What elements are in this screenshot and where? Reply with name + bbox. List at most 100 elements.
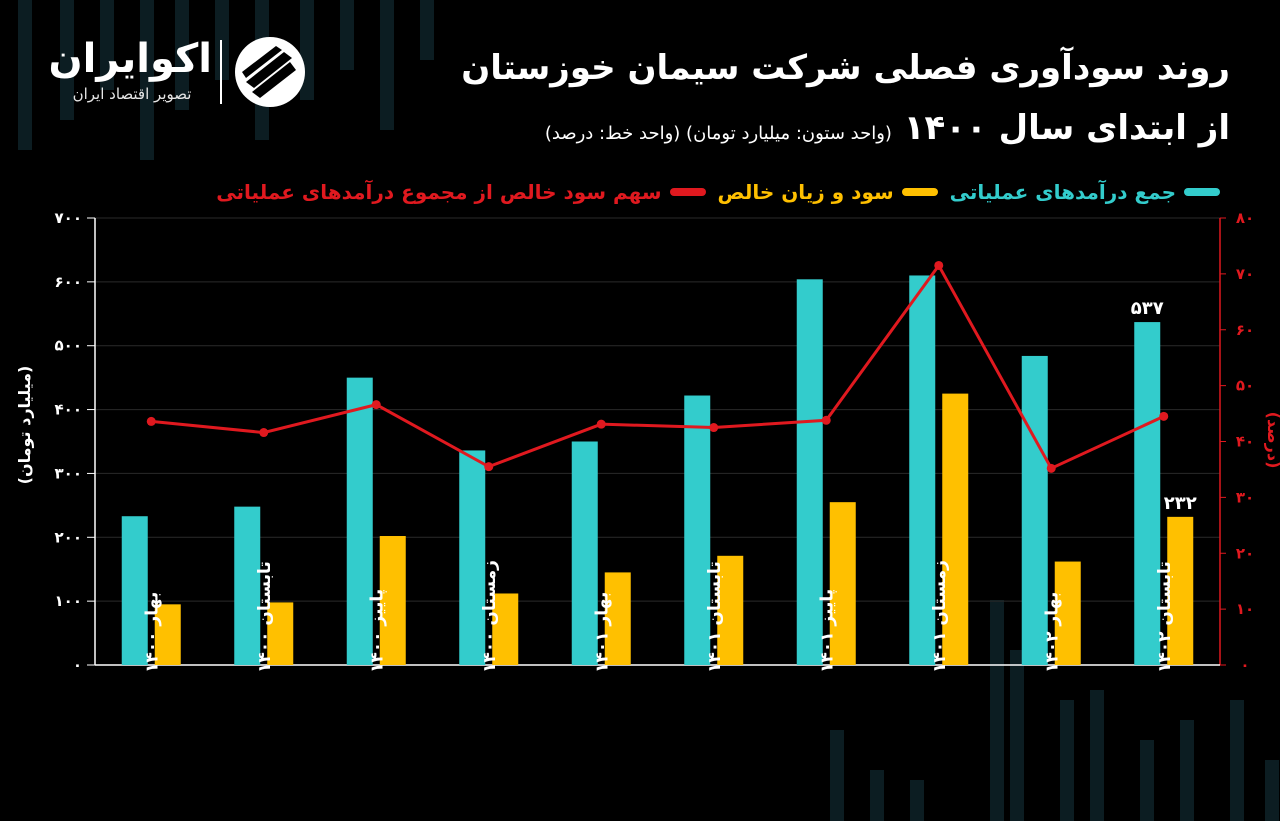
- y-tick-label: ۵۰۰: [55, 337, 82, 355]
- bg-candle: [870, 770, 884, 821]
- bar-net-profit: [379, 536, 406, 665]
- bar-revenue: [571, 441, 598, 665]
- bg-candle: [990, 600, 1004, 821]
- y-tick-label: ۲۰۰: [55, 528, 82, 546]
- x-tick-label: بهار ۱۴۰۰: [142, 592, 162, 673]
- legend-swatch-revenue: [1184, 188, 1220, 196]
- bg-candle: [340, 0, 354, 70]
- bar-net-profit: [154, 604, 181, 665]
- line-point: [596, 419, 606, 429]
- x-tick-label: بهار ۱۴۰۲: [1042, 592, 1062, 673]
- data-label: ۵۳۷: [1131, 298, 1164, 319]
- bar-revenue: [459, 450, 486, 665]
- bg-candle: [215, 0, 229, 80]
- y2-tick-label: ۸۰: [1236, 209, 1254, 227]
- x-tick-label: بهار ۱۴۰۱: [592, 592, 612, 673]
- y2-tick-label: ۶۰: [1236, 321, 1254, 339]
- y-tick-label: ۴۰۰: [55, 401, 82, 419]
- x-tick-label: زمستان ۱۴۰۰: [480, 560, 500, 673]
- bg-candle: [100, 0, 114, 90]
- legend-item-revenue: جمع درآمدهای عملیاتی: [950, 180, 1220, 204]
- bg-candle: [420, 0, 434, 60]
- brand-tagline: تصویر اقتصاد ایران: [72, 85, 192, 103]
- bg-candle: [830, 730, 844, 821]
- bar-net-profit: [829, 502, 856, 665]
- line-point: [709, 423, 719, 433]
- bg-candle: [60, 0, 74, 120]
- bg-candle: [1265, 760, 1279, 821]
- title-line-1: روند سودآوری فصلی شرکت سیمان خوزستان: [461, 48, 1230, 88]
- line-point: [934, 260, 944, 270]
- y2-tick-label: ۴۰: [1236, 433, 1254, 451]
- x-tick-label: تابستان ۱۴۰۱: [705, 561, 725, 673]
- y-tick-label: ۱۰۰: [55, 592, 82, 610]
- line-point: [484, 462, 494, 472]
- data-label: ۲۳۲: [1164, 493, 1197, 514]
- bar-revenue: [796, 279, 823, 665]
- x-tick-label: تابستان ۱۴۰۰: [255, 561, 275, 673]
- bar-net-profit: [604, 572, 631, 665]
- legend-label-margin: سهم سود خالص از مجموع درآمدهای عملیاتی: [216, 180, 662, 204]
- bar-net-profit: [492, 593, 519, 665]
- line-point: [146, 416, 156, 426]
- bar-revenue: [1134, 322, 1161, 665]
- y2-tick-label: ۳۰: [1236, 488, 1254, 506]
- y-tick-label: ۰: [73, 656, 82, 674]
- bar-revenue: [1021, 355, 1048, 665]
- line-point: [371, 400, 381, 410]
- x-tick-label: پاییز ۱۴۰۱: [817, 589, 837, 673]
- legend-item-margin: سهم سود خالص از مجموع درآمدهای عملیاتی: [216, 180, 706, 204]
- y-tick-label: ۳۰۰: [55, 464, 82, 482]
- bar-net-profit: [717, 555, 744, 665]
- bar-revenue: [346, 377, 373, 665]
- title-line-2-units: (واحد ستون: میلیارد تومان) (واحد خط: درص…: [544, 123, 892, 144]
- brand-block: اکوایران تصویر اقتصاد ایران: [48, 34, 212, 104]
- line-net-margin: [151, 262, 1165, 471]
- x-tick-label: تابستان ۱۴۰۲: [1155, 561, 1175, 673]
- bar-revenue: [909, 275, 936, 665]
- y2-tick-label: ۰: [1240, 656, 1249, 674]
- bg-candle: [1230, 700, 1244, 821]
- y-tick-label: ۶۰۰: [55, 273, 82, 291]
- y-axis-label: (میلیارد تومان): [15, 366, 34, 485]
- y2-tick-label: ۵۰: [1236, 377, 1254, 395]
- chart-title: روند سودآوری فصلی شرکت سیمان خوزستان از …: [410, 38, 1230, 164]
- brand-divider: [220, 40, 222, 104]
- line-point: [1046, 463, 1056, 473]
- chart-legend: جمع درآمدهای عملیاتی سود و زیان خالص سهم…: [216, 180, 1220, 204]
- bg-candle: [1090, 690, 1104, 821]
- bg-candle: [1060, 700, 1074, 821]
- legend-label-revenue: جمع درآمدهای عملیاتی: [949, 180, 1176, 204]
- bg-candle: [380, 0, 394, 130]
- y2-tick-label: ۲۰: [1236, 544, 1254, 562]
- bg-candle: [1010, 650, 1024, 821]
- bar-revenue: [684, 395, 711, 665]
- line-point: [1159, 411, 1169, 421]
- bg-candle: [18, 0, 32, 150]
- y-tick-label: ۷۰۰: [55, 209, 82, 227]
- ecoiran-logo-icon: [235, 37, 305, 107]
- bar-net-profit: [1054, 561, 1081, 665]
- legend-swatch-profit: [901, 188, 938, 196]
- bar-revenue: [121, 516, 148, 665]
- bg-candle: [1140, 740, 1154, 821]
- bar-net-profit: [267, 602, 294, 665]
- bg-candle: [1180, 720, 1194, 821]
- line-point: [259, 428, 269, 438]
- y2-tick-label: ۷۰: [1236, 265, 1254, 283]
- bar-net-profit: [1167, 516, 1194, 665]
- legend-item-profit: سود و زیان خالص: [718, 180, 938, 204]
- y2-axis-label: (درصد): [1264, 412, 1280, 469]
- bg-candle: [175, 0, 189, 110]
- legend-swatch-margin: [669, 188, 706, 196]
- bg-candle: [140, 0, 154, 160]
- title-line-2: از ابتدای سال ۱۴۰۰ (واحد ستون: میلیارد ت…: [410, 98, 1230, 164]
- y2-tick-label: ۱۰: [1236, 600, 1254, 618]
- bg-candle: [910, 780, 924, 821]
- brand-name: اکوایران: [48, 36, 212, 82]
- x-tick-label: پاییز ۱۴۰۰: [367, 589, 387, 673]
- bar-net-profit: [942, 393, 969, 665]
- legend-label-profit: سود و زیان خالص: [717, 180, 894, 204]
